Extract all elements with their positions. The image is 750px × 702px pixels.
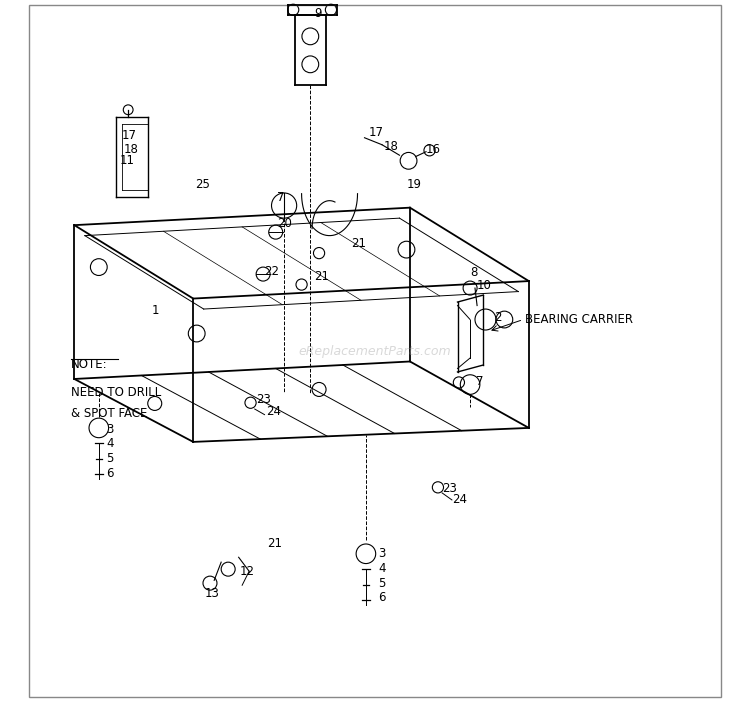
Text: 8: 8 xyxy=(470,266,478,279)
Text: 24: 24 xyxy=(452,493,467,505)
Text: 18: 18 xyxy=(384,140,399,153)
Text: 4: 4 xyxy=(106,437,114,451)
Text: 20: 20 xyxy=(277,217,292,230)
Text: 6: 6 xyxy=(106,467,114,480)
Text: 22: 22 xyxy=(264,265,279,278)
Text: NOTE:: NOTE: xyxy=(70,359,107,371)
Text: 7: 7 xyxy=(476,375,484,388)
Text: 16: 16 xyxy=(425,143,440,156)
Text: 11: 11 xyxy=(120,154,135,167)
Text: 24: 24 xyxy=(266,404,281,418)
Text: 12: 12 xyxy=(239,564,254,578)
Text: 7: 7 xyxy=(277,191,284,204)
Text: 2: 2 xyxy=(494,311,501,324)
Text: 4: 4 xyxy=(379,562,386,575)
Text: 10: 10 xyxy=(477,279,492,292)
Text: 9: 9 xyxy=(314,8,322,20)
Text: eReplacementParts.com: eReplacementParts.com xyxy=(298,345,452,357)
Text: 5: 5 xyxy=(379,576,386,590)
Text: NEED TO DRILL: NEED TO DRILL xyxy=(70,387,161,399)
Text: 19: 19 xyxy=(407,178,422,191)
Text: 13: 13 xyxy=(205,587,219,600)
Text: 25: 25 xyxy=(195,178,210,191)
Text: & SPOT FACE: & SPOT FACE xyxy=(70,407,147,420)
Text: 21: 21 xyxy=(267,538,282,550)
Text: 6: 6 xyxy=(379,591,386,604)
Text: 3: 3 xyxy=(379,548,386,560)
Text: 23: 23 xyxy=(442,482,457,494)
Text: 5: 5 xyxy=(106,452,114,465)
Text: 17: 17 xyxy=(369,126,384,139)
Text: 18: 18 xyxy=(123,143,138,156)
Text: 21: 21 xyxy=(314,270,329,284)
Text: 21: 21 xyxy=(351,237,366,250)
Text: 23: 23 xyxy=(256,393,271,406)
Text: 1: 1 xyxy=(152,304,159,317)
Text: BEARING CARRIER: BEARING CARRIER xyxy=(525,313,633,326)
Text: 3: 3 xyxy=(106,423,114,436)
Text: 17: 17 xyxy=(122,129,137,142)
